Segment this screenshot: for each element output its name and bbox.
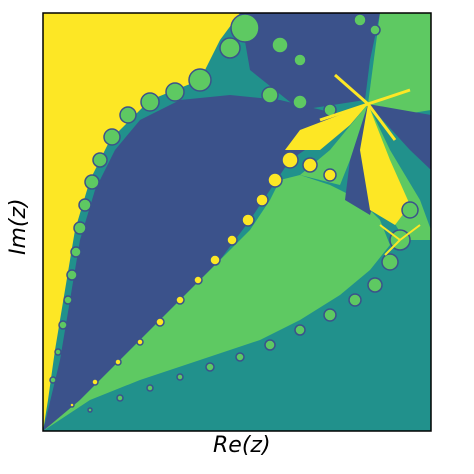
plot-frame <box>42 12 432 432</box>
star-junction <box>319 73 411 141</box>
region-yellow-mid <box>360 104 410 225</box>
region-yellow-right <box>285 104 368 150</box>
region-green-top <box>368 13 431 115</box>
region-navy-right <box>368 104 431 170</box>
fractal-bulbs-upper <box>49 13 381 384</box>
region-yellow <box>43 13 240 431</box>
fractal-bulbs-middle <box>69 151 337 408</box>
star-junction-lower <box>379 224 421 256</box>
x-axis-label: Re(z) <box>213 433 271 458</box>
plot-area <box>43 13 431 431</box>
y-axis-label: Im(z) <box>6 198 31 255</box>
region-green <box>43 175 390 431</box>
y-axis-label-wrapper: Im(z) <box>6 198 36 285</box>
